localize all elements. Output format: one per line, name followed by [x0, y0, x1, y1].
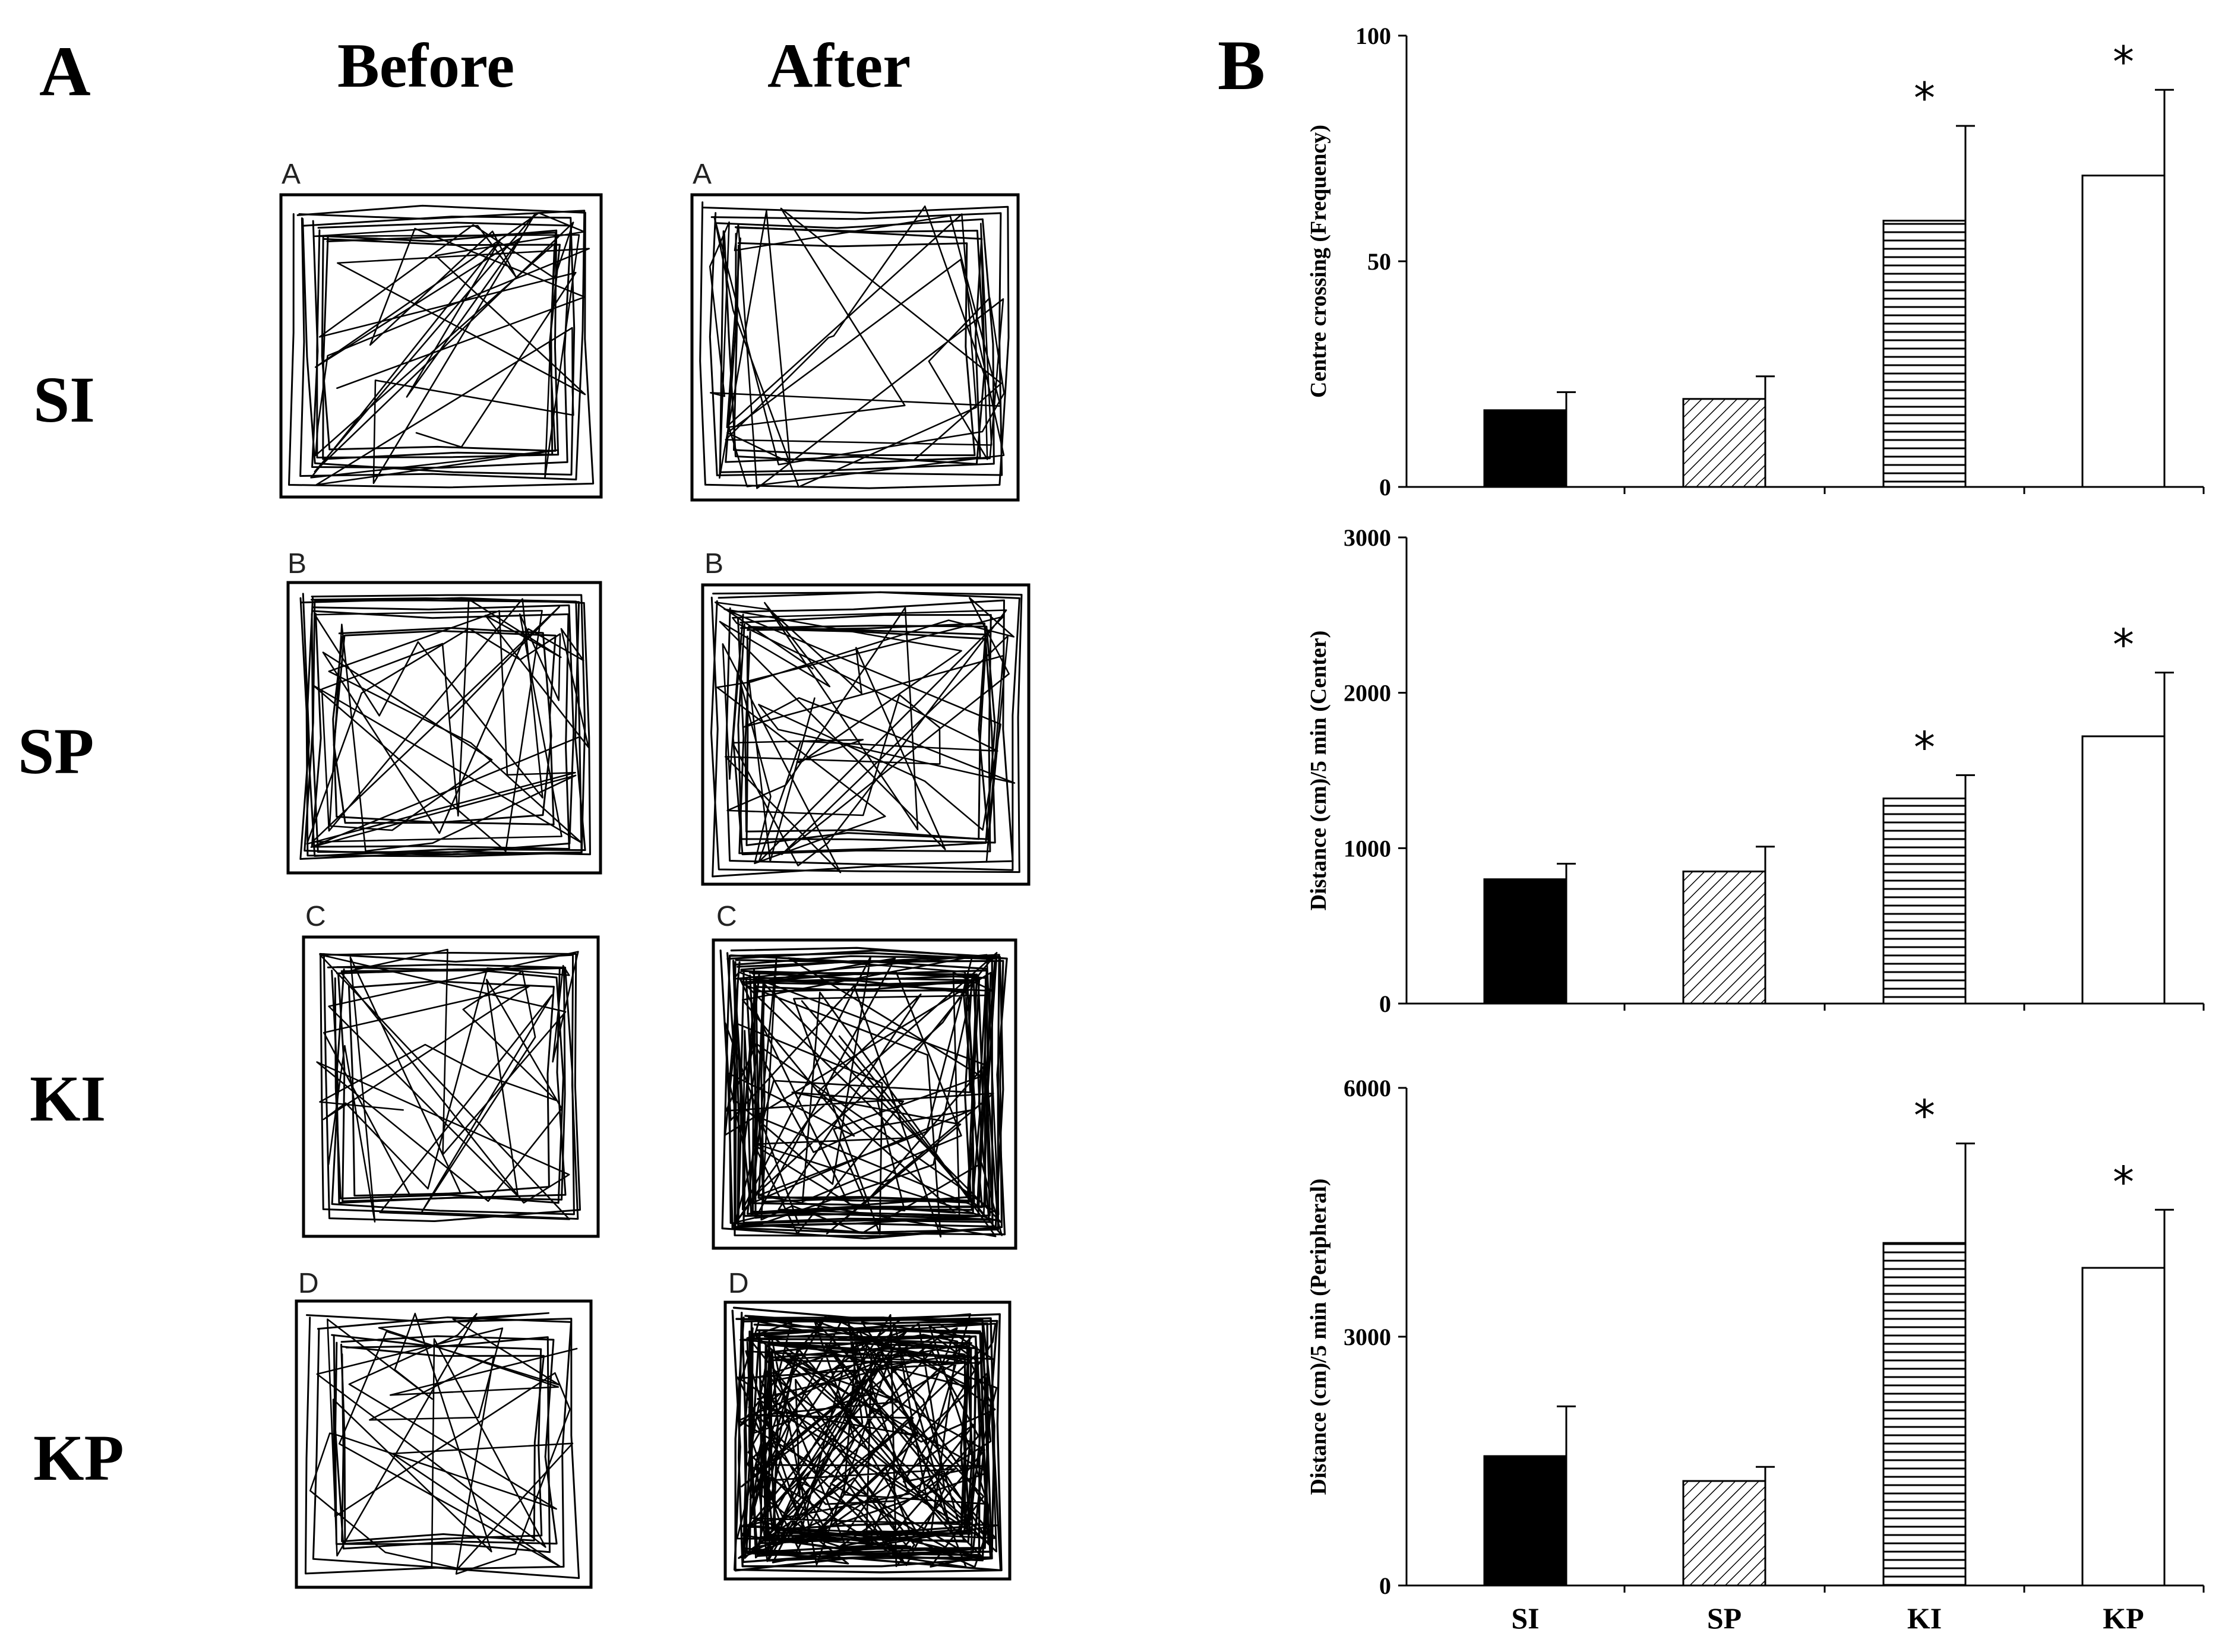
arena-kp-after — [723, 1300, 1012, 1581]
row-label-sp: SP — [18, 715, 94, 787]
arena-kp-before — [295, 1299, 593, 1589]
bar-sp — [1682, 398, 1766, 488]
movement-track-si-before — [288, 204, 595, 489]
panel-a-letter: A — [39, 31, 91, 110]
arena-letter-ki-before: C — [305, 901, 326, 932]
arena-sp-after — [701, 583, 1031, 886]
arena-letter-sp-before: B — [287, 548, 307, 580]
arena-ki-before — [302, 935, 600, 1238]
y-tick-label: 1000 — [1344, 835, 1391, 862]
column-heading-after: After — [767, 31, 911, 100]
movement-track-sp-after — [710, 591, 1023, 878]
significance-star: * — [1914, 722, 1935, 772]
panel-b-letter: B — [1218, 26, 1266, 105]
arena-letter-si-before: A — [282, 159, 301, 190]
bar-chart-distance-center: Distance (cm)/5 min (Center) 0 1000 2000 300… — [1306, 524, 2205, 1017]
arena-letter-si-after: A — [693, 159, 712, 190]
bar-si — [1483, 878, 1567, 1005]
arena-letter-kp-before: D — [298, 1268, 319, 1299]
y-tick-label: 0 — [1379, 474, 1391, 501]
row-label-si: SI — [33, 363, 95, 436]
y-tick-label: 50 — [1367, 248, 1391, 275]
arena-letter-sp-after: B — [704, 548, 724, 580]
y-axis-label: Distance (cm)/5 min (Center) — [1306, 631, 1331, 911]
significance-star: * — [1914, 1091, 1935, 1141]
movement-track-sp-before — [299, 593, 591, 860]
movement-track-ki-before — [316, 948, 581, 1223]
category-label-kp: KP — [2103, 1602, 2144, 1635]
bar-kp — [2081, 1267, 2166, 1587]
bar-si — [1483, 409, 1567, 488]
movement-track-ki-after — [719, 947, 1008, 1240]
category-label-ki: KI — [1907, 1602, 1942, 1635]
bar-sp — [1682, 871, 1766, 1005]
bar-chart-distance-peripheral: Distance (cm)/5 min (Peripheral) 0 3000 600… — [1306, 1075, 2205, 1635]
bar-ki — [1882, 797, 1967, 1005]
bar-chart-centre-crossing: Centre crossing (Frequency) 0 50 100 * * — [1306, 23, 2205, 501]
arena-ki-after — [712, 938, 1017, 1250]
y-tick-label: 6000 — [1344, 1075, 1391, 1102]
bar-kp — [2081, 735, 2166, 1005]
arena-si-after — [690, 193, 1020, 502]
movement-track-kp-before — [304, 1312, 580, 1580]
bar-ki — [1882, 1242, 1967, 1587]
bar-sp — [1682, 1480, 1766, 1587]
movement-track-si-after — [699, 201, 1010, 489]
significance-star: * — [2113, 37, 2134, 87]
y-tick-label: 3000 — [1344, 1324, 1391, 1350]
bar-kp — [2081, 175, 2166, 488]
y-axis-label: Centre crossing (Frequency) — [1306, 125, 1331, 398]
y-tick-label: 2000 — [1344, 680, 1391, 707]
y-tick-label: 0 — [1379, 1572, 1391, 1599]
row-label-kp: KP — [33, 1422, 124, 1494]
row-label-ki: KI — [30, 1062, 106, 1135]
bar-si — [1483, 1455, 1567, 1587]
arena-si-before — [279, 193, 603, 499]
category-label-si: SI — [1511, 1602, 1539, 1635]
significance-star: * — [2113, 620, 2134, 670]
arena-sp-before — [286, 581, 602, 875]
movement-track-kp-after — [731, 1306, 1003, 1574]
y-tick-label: 100 — [1355, 23, 1391, 49]
bar-ki — [1882, 220, 1967, 488]
y-tick-label: 0 — [1379, 990, 1391, 1017]
column-heading-before: Before — [337, 31, 515, 100]
significance-star: * — [1914, 73, 1935, 123]
significance-star: * — [2113, 1157, 2134, 1207]
y-axis-label: Distance (cm)/5 min (Peripheral) — [1306, 1179, 1331, 1495]
y-tick-label: 3000 — [1344, 524, 1391, 551]
arena-letter-ki-after: C — [716, 901, 737, 932]
category-label-sp: SP — [1707, 1602, 1742, 1635]
arena-letter-kp-after: D — [728, 1268, 749, 1299]
